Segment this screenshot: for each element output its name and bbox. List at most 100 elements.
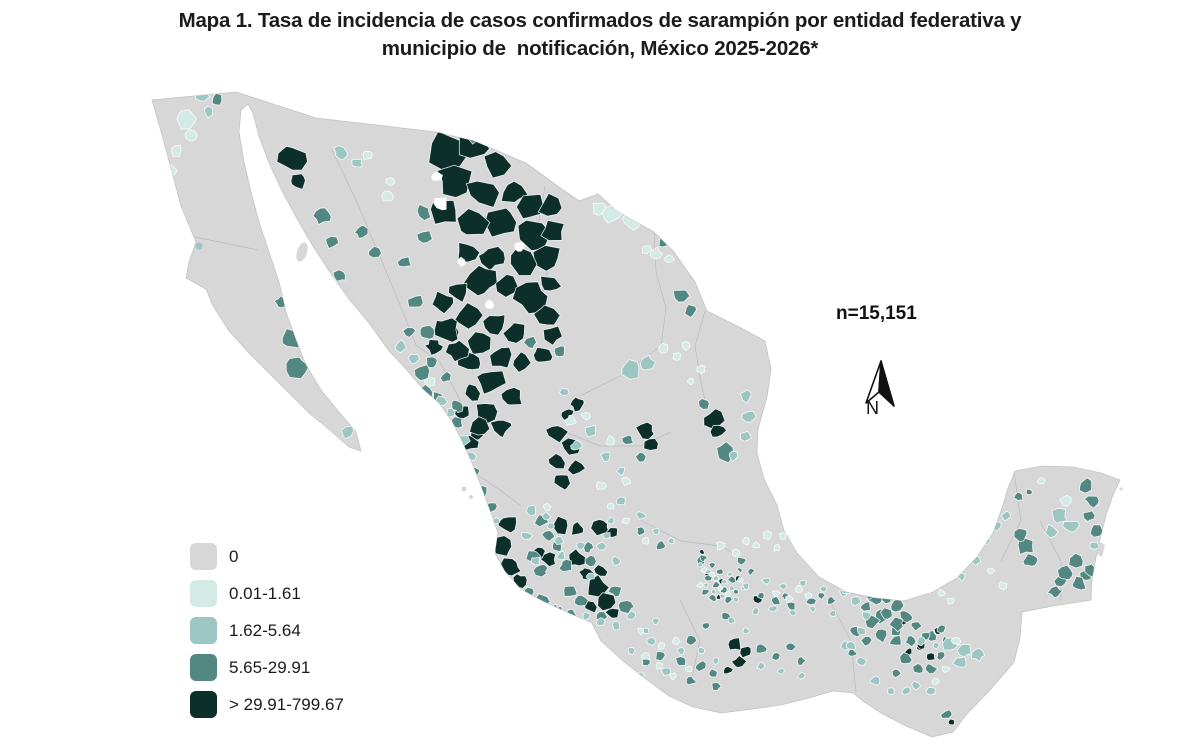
municipality-patch bbox=[556, 550, 566, 561]
municipality-patch bbox=[643, 438, 659, 451]
municipality-patch bbox=[573, 594, 589, 607]
municipality-patch bbox=[684, 304, 697, 318]
municipality-patch bbox=[439, 370, 452, 383]
municipality-patch bbox=[473, 485, 488, 498]
legend: 0 0.01-1.61 1.62-5.64 5.65-29.91 > 29.91-799… bbox=[190, 543, 344, 728]
municipality-patch bbox=[681, 340, 691, 352]
municipality-patch bbox=[649, 246, 663, 260]
municipality-patch bbox=[710, 588, 717, 595]
municipality-patch bbox=[621, 517, 630, 524]
municipality-patch bbox=[547, 522, 555, 530]
municipality-patch bbox=[540, 551, 556, 567]
municipality-patch bbox=[1062, 521, 1080, 533]
municipality-patch bbox=[700, 566, 708, 573]
municipality-patch bbox=[888, 616, 904, 633]
municipality-patch bbox=[728, 450, 738, 463]
municipality-patch bbox=[351, 158, 363, 168]
municipality-patch bbox=[617, 600, 635, 614]
municipality-patch bbox=[607, 585, 623, 598]
municipality-patch bbox=[639, 354, 656, 371]
municipality-patch bbox=[932, 641, 940, 649]
mexico-landmass bbox=[151, 91, 1121, 738]
municipality-patch bbox=[951, 637, 962, 646]
municipality-patch bbox=[672, 289, 690, 303]
municipality-patch bbox=[1051, 507, 1068, 524]
municipality-patch bbox=[542, 503, 552, 511]
legend-swatch bbox=[190, 543, 217, 570]
legend-item: 0 bbox=[190, 543, 344, 570]
municipality-patch bbox=[592, 202, 607, 216]
municipality-patch bbox=[396, 256, 412, 268]
municipality-patch bbox=[708, 594, 717, 603]
municipality-patch bbox=[809, 605, 816, 613]
municipality-patch bbox=[892, 585, 901, 593]
municipality-patch bbox=[819, 585, 828, 593]
municipality-patch bbox=[729, 584, 735, 591]
municipality-patch bbox=[502, 322, 526, 344]
legend-swatch bbox=[190, 654, 217, 681]
municipality-patch bbox=[938, 589, 946, 597]
municipality-patch bbox=[642, 537, 650, 545]
municipality-patch bbox=[757, 591, 765, 600]
municipality-patch bbox=[605, 434, 616, 446]
municipality-patch bbox=[580, 412, 592, 421]
municipality-patch bbox=[797, 656, 807, 666]
municipality-patch bbox=[444, 424, 453, 434]
municipality-patch bbox=[541, 511, 552, 521]
municipality-patch bbox=[1001, 510, 1012, 522]
municipality-patch bbox=[634, 451, 647, 463]
municipality-patch bbox=[419, 324, 436, 340]
municipality-patch bbox=[708, 562, 716, 569]
municipality-patch bbox=[521, 532, 534, 541]
municipality-patch bbox=[931, 677, 940, 685]
municipality-patch bbox=[451, 416, 464, 429]
municipality-patch bbox=[912, 663, 924, 674]
municipality-patch bbox=[596, 481, 607, 490]
municipality-patch bbox=[910, 578, 922, 587]
municipality-patch bbox=[596, 617, 606, 626]
municipality-patch bbox=[1025, 488, 1033, 496]
north-label: N bbox=[866, 398, 879, 418]
municipality-patch bbox=[467, 331, 492, 355]
municipality-patch bbox=[1022, 553, 1039, 567]
municipality-patch bbox=[655, 661, 664, 670]
municipality-patch bbox=[715, 568, 724, 575]
municipality-patch bbox=[771, 652, 781, 661]
municipality-patch bbox=[768, 604, 778, 613]
municipality-patch bbox=[736, 567, 743, 574]
municipality-patch bbox=[773, 543, 781, 552]
municipality-patch bbox=[600, 451, 611, 462]
municipality-patch bbox=[547, 453, 566, 470]
municipality-patch bbox=[1036, 477, 1046, 485]
municipality-patch bbox=[732, 596, 739, 603]
municipality-patch bbox=[285, 356, 310, 380]
municipality-patch bbox=[559, 387, 570, 396]
municipality-patch bbox=[696, 364, 706, 374]
municipality-patch bbox=[368, 245, 382, 259]
municipality-patch bbox=[627, 647, 636, 655]
municipality-patch bbox=[799, 580, 808, 587]
municipality-patch bbox=[497, 516, 517, 534]
municipality-patch bbox=[694, 660, 707, 672]
municipality-patch bbox=[1047, 585, 1063, 599]
municipality-patch bbox=[621, 476, 632, 487]
municipality-patch bbox=[739, 645, 752, 659]
municipality-patch bbox=[742, 582, 750, 590]
municipality-patch bbox=[602, 532, 611, 540]
municipality-patch bbox=[737, 576, 744, 583]
municipality-patch bbox=[500, 387, 523, 406]
municipality-patch bbox=[476, 370, 507, 395]
municipality-patch bbox=[925, 687, 936, 696]
municipality-patch bbox=[451, 399, 464, 414]
municipality-patch bbox=[731, 655, 748, 668]
municipality-patch bbox=[636, 526, 645, 536]
municipality-patch bbox=[425, 356, 438, 369]
municipality-patch bbox=[593, 564, 609, 577]
municipality-patch bbox=[621, 359, 640, 380]
municipality-patch bbox=[402, 327, 417, 338]
municipality-patch bbox=[606, 516, 615, 525]
municipality-patch bbox=[940, 709, 953, 719]
municipality-patch bbox=[553, 474, 571, 491]
municipality-patch bbox=[788, 609, 797, 617]
